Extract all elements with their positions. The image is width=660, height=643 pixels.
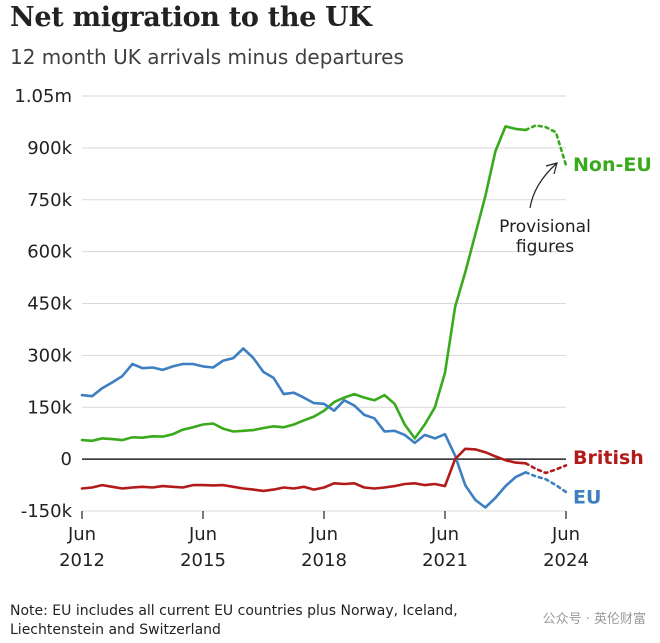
y-tick-label: -150k xyxy=(21,501,73,522)
line-eu xyxy=(80,347,528,509)
x-tick-label: 2021 xyxy=(422,550,468,571)
line-non-eu xyxy=(80,125,528,443)
label-eu: EU xyxy=(573,486,601,508)
label-british: British xyxy=(573,447,644,469)
x-tick-label: Jun xyxy=(67,524,96,545)
chart-title: Net migration to the UK xyxy=(10,2,372,33)
y-tick-label: 750k xyxy=(27,190,72,211)
annotation-text: figures xyxy=(516,237,574,257)
annotation-arrowhead xyxy=(545,162,558,175)
chart: 1.05m 900k 750k 600k 450k 300k 150k 0 -150k Jun 2… xyxy=(14,86,652,571)
y-tick-label: 150k xyxy=(27,397,72,418)
gridlines xyxy=(82,95,566,512)
watermark: 公众号 · 英伦财富 xyxy=(542,612,646,627)
x-tick-label: 2024 xyxy=(543,550,589,571)
x-tick-label: 2018 xyxy=(301,550,347,571)
y-tick-label: 1.05m xyxy=(14,86,72,107)
y-tick-label: 450k xyxy=(27,294,72,315)
provisional-eu xyxy=(524,470,568,494)
line-british xyxy=(80,447,528,493)
x-tick-label: 2012 xyxy=(59,550,105,571)
chart-note: Note: EU includes all current EU countri… xyxy=(10,603,458,638)
provisional-non-eu xyxy=(524,124,568,167)
x-tick-label: 2015 xyxy=(180,550,226,571)
label-non-eu: Non-EU xyxy=(573,154,652,176)
x-tick-label: Jun xyxy=(430,524,459,545)
x-tick-label: Jun xyxy=(551,524,580,545)
x-tick-label: Jun xyxy=(188,524,217,545)
y-tick-label: 300k xyxy=(27,345,72,366)
x-axis: Jun 2012 Jun 2015 Jun 2018 Jun 2021 Jun 2024 xyxy=(59,511,589,571)
y-tick-label: 600k xyxy=(27,242,72,263)
annotation-text: Provisional xyxy=(499,217,591,237)
chart-subtitle: 12 month UK arrivals minus departures xyxy=(10,45,404,69)
series-lines xyxy=(80,124,568,509)
series-labels: Non-EU EU British xyxy=(573,154,652,508)
y-tick-label: 0 xyxy=(61,449,72,470)
y-tick-label: 900k xyxy=(27,138,72,159)
annotation-arrow xyxy=(529,163,557,209)
provisional-british xyxy=(524,461,568,475)
y-axis: 1.05m 900k 750k 600k 450k 300k 150k 0 -150k xyxy=(14,86,72,522)
x-tick-label: Jun xyxy=(309,524,338,545)
